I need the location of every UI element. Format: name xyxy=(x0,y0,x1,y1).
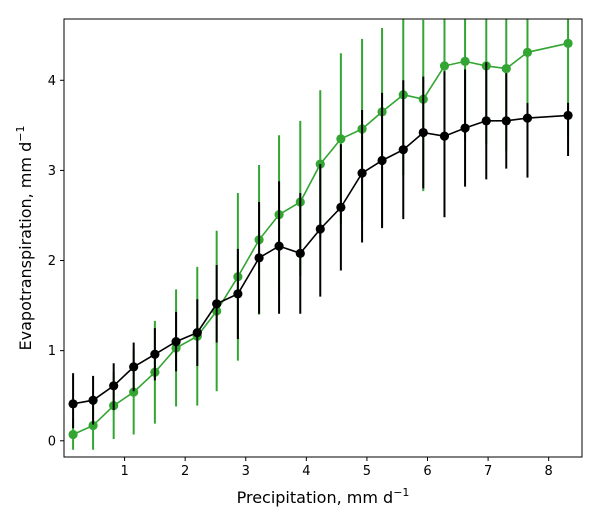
x-tick-label: 3 xyxy=(242,464,250,479)
y-tick-label: 2 xyxy=(48,254,56,269)
data-point xyxy=(481,116,491,126)
data-point xyxy=(522,113,533,123)
data-point xyxy=(522,47,533,57)
data-point xyxy=(398,145,408,155)
data-point xyxy=(315,159,325,169)
data-point xyxy=(336,134,346,144)
x-tick-label: 2 xyxy=(181,464,189,479)
data-point xyxy=(439,61,450,71)
data-point xyxy=(171,337,181,347)
data-point xyxy=(377,155,387,166)
data-point xyxy=(418,127,428,138)
data-point xyxy=(212,299,222,309)
data-point xyxy=(129,362,139,372)
x-tick-label: 1 xyxy=(120,464,128,479)
data-point xyxy=(563,110,573,121)
data-point xyxy=(254,253,264,263)
x-tick-label: 8 xyxy=(545,464,553,479)
data-point xyxy=(233,289,243,299)
data-point xyxy=(439,131,450,141)
data-point xyxy=(68,399,78,409)
data-point xyxy=(336,202,346,212)
data-point xyxy=(88,395,98,405)
data-point xyxy=(129,387,139,397)
data-point xyxy=(460,56,470,66)
plot-area xyxy=(64,19,582,457)
x-tick-label: 4 xyxy=(302,464,310,479)
data-point xyxy=(501,116,511,126)
data-point xyxy=(295,248,305,258)
y-tick-label: 3 xyxy=(48,164,56,179)
x-axis-label: Precipitation, mm d−1 xyxy=(237,486,410,507)
y-tick-label: 0 xyxy=(48,434,56,449)
data-point xyxy=(357,168,367,178)
data-point xyxy=(109,381,119,391)
data-point xyxy=(460,123,470,133)
data-point xyxy=(274,241,284,251)
data-point xyxy=(563,38,573,48)
x-tick-label: 6 xyxy=(423,464,431,479)
data-point xyxy=(192,328,202,338)
data-point xyxy=(68,429,78,440)
data-point xyxy=(150,349,160,359)
plot-frame xyxy=(63,18,583,458)
y-axis-label: Evapotranspiration, mm d−1 xyxy=(14,126,35,351)
y-tick-label: 1 xyxy=(48,344,56,359)
y-tick-label: 4 xyxy=(48,74,56,89)
series-1 xyxy=(68,62,573,429)
data-point xyxy=(501,63,511,74)
x-tick-label: 5 xyxy=(363,464,371,479)
data-point xyxy=(315,224,325,234)
data-point xyxy=(88,420,98,431)
x-tick-label: 7 xyxy=(484,464,492,479)
